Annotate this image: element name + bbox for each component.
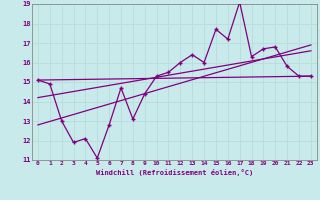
X-axis label: Windchill (Refroidissement éolien,°C): Windchill (Refroidissement éolien,°C) — [96, 169, 253, 176]
